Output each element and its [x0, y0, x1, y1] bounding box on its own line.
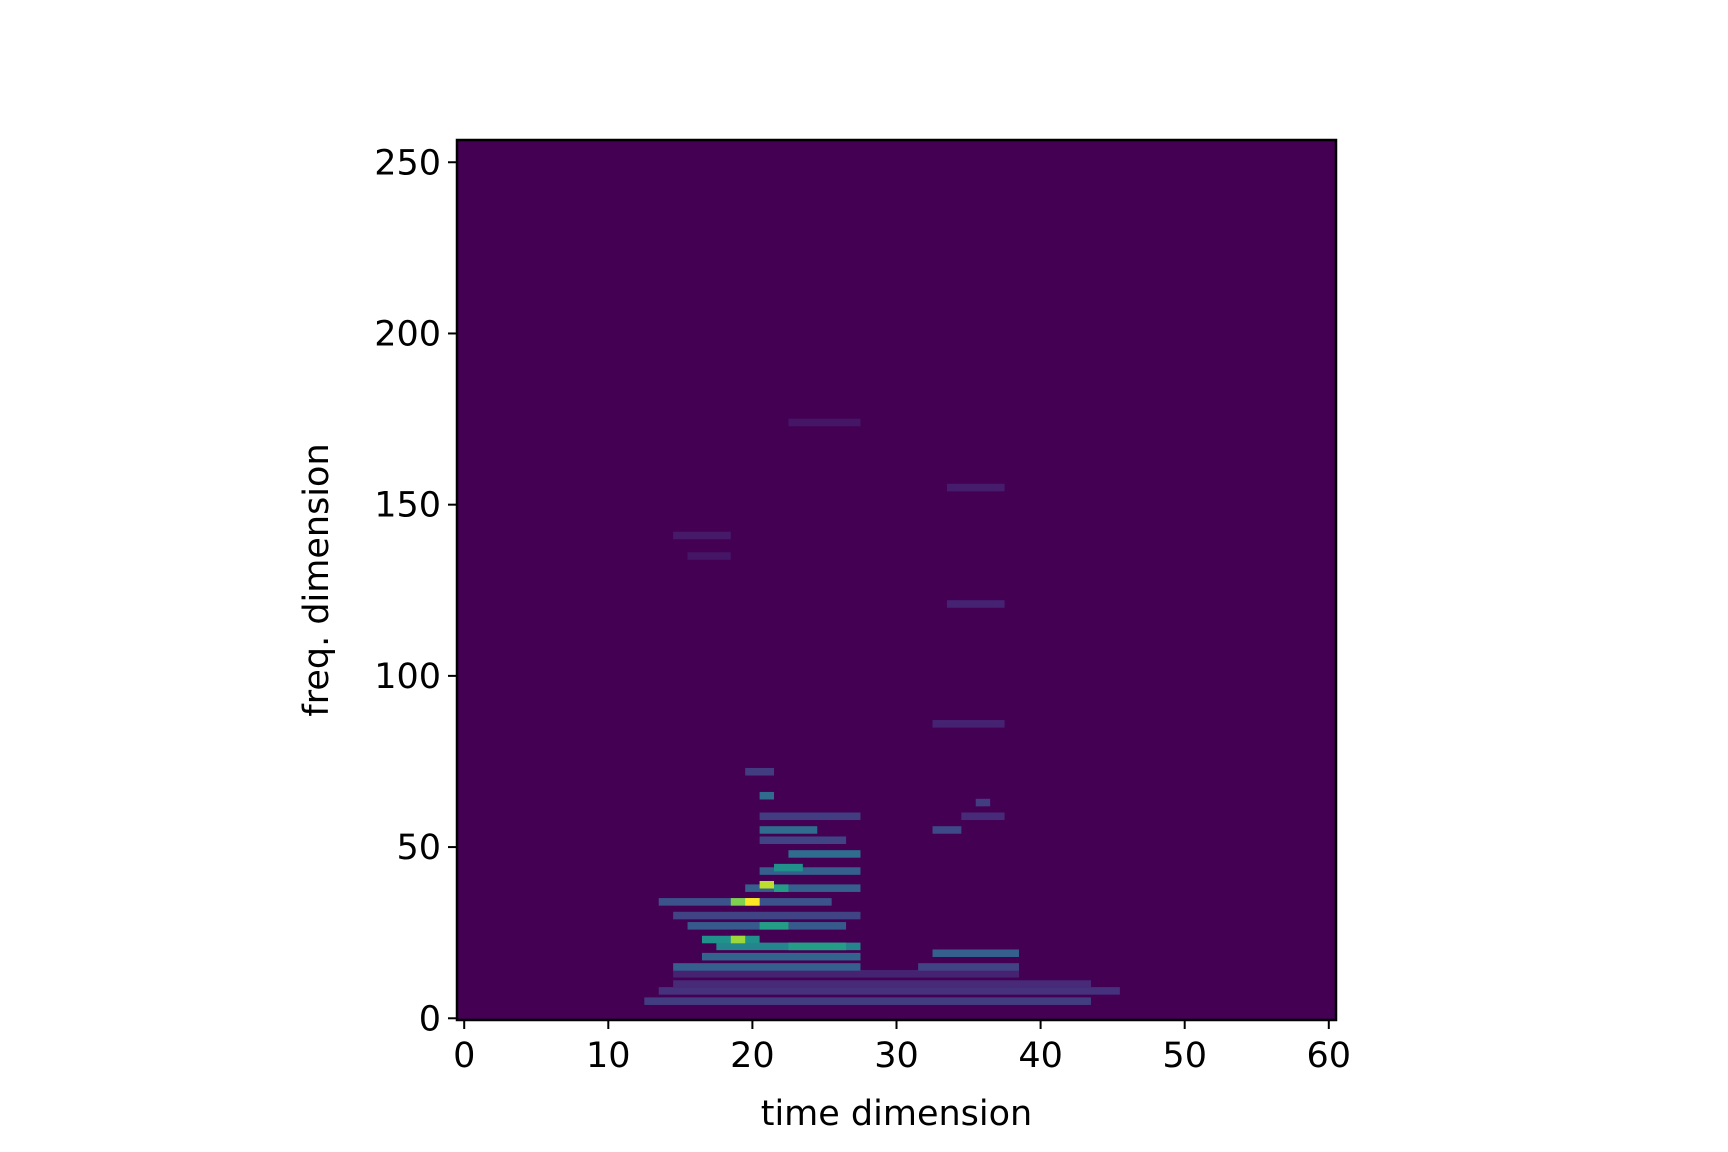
- heatmap-cell: [788, 418, 861, 427]
- heatmap-cell: [673, 963, 861, 971]
- heatmap-cell: [759, 867, 861, 875]
- heatmap-cell: [644, 997, 1092, 1005]
- heatmap-cell: [745, 884, 861, 892]
- heatmap-cell: [658, 987, 1120, 995]
- y-tick-label: 150: [374, 486, 441, 526]
- heatmap-cell: [759, 836, 847, 844]
- heatmap-cell: [774, 863, 803, 872]
- heatmap-cell: [745, 898, 760, 906]
- heatmap-cell: [788, 850, 861, 858]
- x-tick-label: 0: [453, 1036, 475, 1076]
- y-tick-label: 100: [374, 657, 441, 697]
- heatmap-cell: [975, 798, 991, 807]
- heatmap-cell: [932, 720, 1005, 728]
- heatmap-cell: [932, 949, 1019, 957]
- plot-area: [455, 138, 1338, 1022]
- y-tick-label: 200: [374, 314, 441, 354]
- heatmap-cell: [774, 884, 789, 892]
- x-tick-label: 40: [1018, 1036, 1063, 1076]
- x-tick-label: 20: [730, 1036, 775, 1076]
- heatmap-cell: [759, 826, 818, 834]
- heatmap-cell: [673, 970, 1019, 978]
- x-axis-label: time dimension: [761, 1094, 1033, 1134]
- heatmap-cell: [759, 922, 789, 930]
- heatmap-cell: [687, 552, 731, 560]
- x-axis: 0 10 20 30 40 50 60: [453, 1020, 1351, 1076]
- heatmap-cell: [961, 812, 1005, 821]
- heatmap-cell: [673, 531, 731, 540]
- x-tick-label: 60: [1307, 1036, 1352, 1076]
- y-tick-label: 250: [374, 143, 441, 183]
- heatmap-cell: [946, 600, 1005, 608]
- heatmap-background: [457, 140, 1336, 1020]
- heatmap-cell: [932, 826, 962, 834]
- heatmap-cell: [759, 812, 861, 821]
- heatmap-cell: [701, 952, 861, 961]
- x-tick-label: 30: [874, 1036, 919, 1076]
- heatmap-cell: [730, 935, 746, 944]
- heatmap-cell: [745, 767, 775, 776]
- heatmap-cell: [673, 911, 861, 920]
- heatmap-cell: [673, 980, 1092, 988]
- y-axis-label: freq. dimension: [297, 443, 337, 716]
- heatmap-cell: [788, 942, 847, 951]
- x-tick-label: 50: [1162, 1036, 1207, 1076]
- y-axis: 0 50 100 150 200 250: [374, 143, 457, 1039]
- y-tick-label: 50: [396, 828, 441, 868]
- x-tick-label: 10: [586, 1036, 631, 1076]
- y-tick-label: 0: [419, 999, 441, 1039]
- heatmap-cells: [644, 418, 1120, 1005]
- heatmap-cell: [946, 483, 1005, 492]
- heatmap-cell: [759, 791, 775, 800]
- heatmap-cell: [918, 963, 1019, 971]
- heatmap-cell: [759, 880, 775, 889]
